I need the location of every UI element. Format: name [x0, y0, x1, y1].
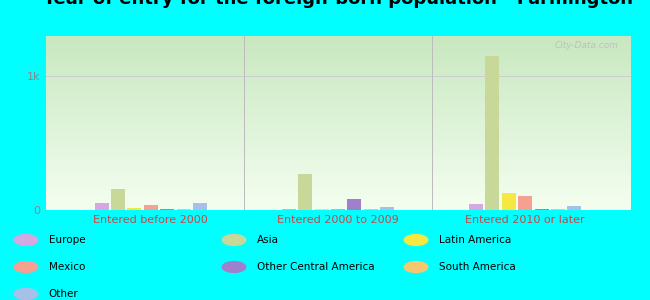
Bar: [331, 209, 345, 210]
Bar: [502, 193, 516, 210]
Bar: [551, 209, 565, 210]
Text: Europe: Europe: [49, 235, 85, 245]
Text: Other Central America: Other Central America: [257, 262, 374, 272]
Text: Other: Other: [49, 289, 79, 299]
Bar: [469, 204, 483, 210]
Bar: [177, 209, 190, 210]
Bar: [347, 199, 361, 210]
Bar: [298, 174, 312, 210]
Bar: [380, 207, 394, 210]
Text: City-Data.com: City-Data.com: [555, 41, 619, 50]
Text: Latin America: Latin America: [439, 235, 511, 245]
Bar: [364, 209, 378, 210]
Text: Asia: Asia: [257, 235, 279, 245]
Bar: [111, 189, 125, 210]
Bar: [486, 56, 499, 210]
Bar: [282, 209, 296, 210]
Bar: [144, 205, 158, 210]
Bar: [95, 202, 109, 210]
Bar: [127, 208, 142, 210]
Text: Mexico: Mexico: [49, 262, 85, 272]
Title: Year of entry for the foreign-born population - Farmington: Year of entry for the foreign-born popul…: [42, 0, 634, 8]
Bar: [518, 196, 532, 210]
Bar: [567, 206, 581, 210]
Bar: [534, 209, 549, 210]
Bar: [160, 209, 174, 210]
Bar: [315, 209, 329, 210]
Text: South America: South America: [439, 262, 515, 272]
Bar: [193, 203, 207, 210]
